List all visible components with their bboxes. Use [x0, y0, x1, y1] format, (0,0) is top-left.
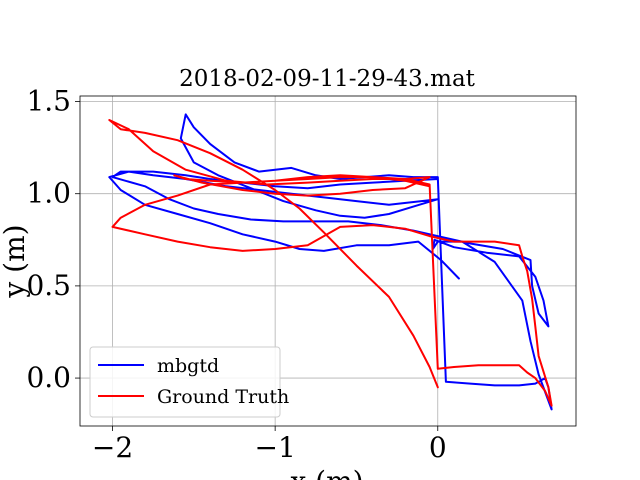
y-axis-label: y (m)	[0, 224, 31, 298]
series-line-ground-truth	[108, 119, 553, 407]
x-tick-label: 0	[429, 431, 447, 464]
plot-frame	[79, 95, 577, 427]
y-tick-label: 0.5	[26, 269, 71, 302]
legend: mbgtd Ground Truth	[89, 346, 289, 418]
legend-label-ground-truth: Ground Truth	[157, 386, 289, 408]
y-tick-label: 1.0	[26, 177, 71, 210]
series-lines	[108, 113, 553, 411]
x-tick-label: −2	[92, 431, 133, 464]
legend-label-mbgtd: mbgtd	[157, 355, 219, 377]
y-tick-label: 0.0	[26, 361, 71, 394]
x-axis-ticks: −2 −1 0	[92, 426, 447, 464]
y-axis-ticks: 0.0 0.5 1.0 1.5	[26, 85, 80, 394]
x-axis-label: x (m)	[290, 465, 363, 480]
chart-title: 2018-02-09-11-29-43.mat	[179, 66, 476, 92]
x-tick-label: −1	[255, 431, 296, 464]
y-tick-label: 1.5	[26, 85, 71, 118]
